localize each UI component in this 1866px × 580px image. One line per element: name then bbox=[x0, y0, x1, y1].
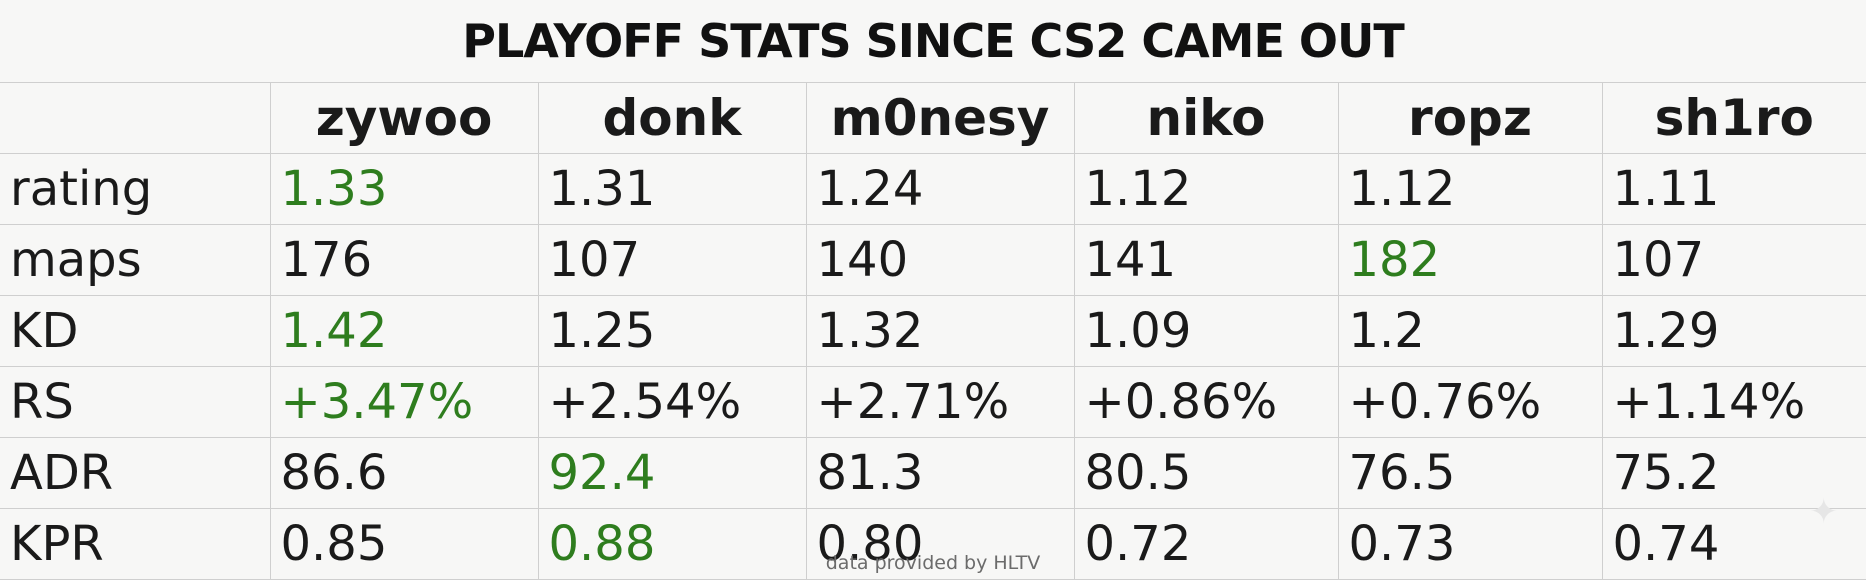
row-label-adr: ADR bbox=[0, 437, 271, 509]
table-cell: 1.42 bbox=[269, 295, 539, 367]
table-cell: 1.33 bbox=[269, 153, 539, 225]
table-cell: 0.73 bbox=[1337, 508, 1603, 580]
table-row: RS +3.47% +2.54% +2.71% +0.86% +0.76% +1… bbox=[0, 366, 1866, 438]
page-title: PLAYOFF STATS SINCE CS2 CAME OUT bbox=[462, 14, 1404, 68]
table-cell: 107 bbox=[1601, 224, 1866, 296]
row-label-rs: RS bbox=[0, 366, 271, 438]
table-cell: +0.76% bbox=[1337, 366, 1603, 438]
player-header-niko: niko bbox=[1073, 82, 1339, 154]
table-cell: 0.72 bbox=[1073, 508, 1339, 580]
row-label-kd: KD bbox=[0, 295, 271, 367]
table-row: KD 1.42 1.25 1.32 1.09 1.2 1.29 bbox=[0, 295, 1866, 367]
table-cell: 75.2 bbox=[1601, 437, 1866, 509]
stats-table: zywoo donk m0nesy niko ropz sh1ro rating… bbox=[0, 82, 1866, 580]
row-label-rating: rating bbox=[0, 153, 271, 225]
table-cell: 92.4 bbox=[537, 437, 807, 509]
table-cell: 81.3 bbox=[805, 437, 1075, 509]
source-caption: data provided by HLTV bbox=[825, 552, 1041, 574]
table-cell: 140 bbox=[805, 224, 1075, 296]
row-label-maps: maps bbox=[0, 224, 271, 296]
sparkle-icon: ✦ bbox=[1809, 492, 1839, 532]
table-cell: 1.2 bbox=[1337, 295, 1603, 367]
table-cell: 0.85 bbox=[269, 508, 539, 580]
table-cell: +3.47% bbox=[269, 366, 539, 438]
table-row: KPR 0.85 0.88 0.80 0.72 0.73 0.74 bbox=[0, 508, 1866, 580]
table-row: ADR 86.6 92.4 81.3 80.5 76.5 75.2 bbox=[0, 437, 1866, 509]
table-cell: +0.86% bbox=[1073, 366, 1339, 438]
table-cell: +2.54% bbox=[537, 366, 807, 438]
row-label-kpr: KPR bbox=[0, 508, 271, 580]
table-cell: 1.11 bbox=[1601, 153, 1866, 225]
table-cell: 1.09 bbox=[1073, 295, 1339, 367]
player-header-sh1ro: sh1ro bbox=[1601, 82, 1866, 154]
table-cell: 107 bbox=[537, 224, 807, 296]
table-cell: 1.25 bbox=[537, 295, 807, 367]
player-header-donk: donk bbox=[537, 82, 807, 154]
table-cell: 0.88 bbox=[537, 508, 807, 580]
header-row: zywoo donk m0nesy niko ropz sh1ro bbox=[0, 82, 1866, 154]
table-cell: +1.14% bbox=[1601, 366, 1866, 438]
player-header-ropz: ropz bbox=[1337, 82, 1603, 154]
table-cell: 0.74 bbox=[1601, 508, 1866, 580]
table-row: rating 1.33 1.31 1.24 1.12 1.12 1.11 bbox=[0, 153, 1866, 225]
table-cell: 1.12 bbox=[1073, 153, 1339, 225]
table-cell: 1.31 bbox=[537, 153, 807, 225]
player-header-zywoo: zywoo bbox=[269, 82, 539, 154]
player-header-m0nesy: m0nesy bbox=[805, 82, 1075, 154]
corner-cell bbox=[0, 82, 271, 154]
table-cell: 86.6 bbox=[269, 437, 539, 509]
table-cell: 1.24 bbox=[805, 153, 1075, 225]
table-cell: 1.32 bbox=[805, 295, 1075, 367]
table-cell: 0.80 bbox=[805, 508, 1075, 580]
table-cell: 1.12 bbox=[1337, 153, 1603, 225]
table-cell: 80.5 bbox=[1073, 437, 1339, 509]
table-cell: 182 bbox=[1337, 224, 1603, 296]
table-cell: 176 bbox=[269, 224, 539, 296]
table-cell: 1.29 bbox=[1601, 295, 1866, 367]
table-cell: 141 bbox=[1073, 224, 1339, 296]
table-cell: +2.71% bbox=[805, 366, 1075, 438]
table-cell: 76.5 bbox=[1337, 437, 1603, 509]
table-row: maps 176 107 140 141 182 107 bbox=[0, 224, 1866, 296]
